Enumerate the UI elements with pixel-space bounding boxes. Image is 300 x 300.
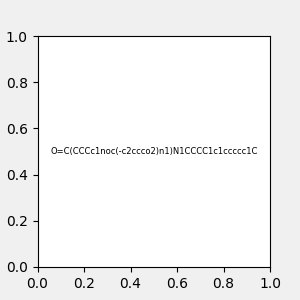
- Text: O=C(CCCc1noc(-c2ccco2)n1)N1CCCC1c1ccccc1C: O=C(CCCc1noc(-c2ccco2)n1)N1CCCC1c1ccccc1…: [50, 147, 257, 156]
